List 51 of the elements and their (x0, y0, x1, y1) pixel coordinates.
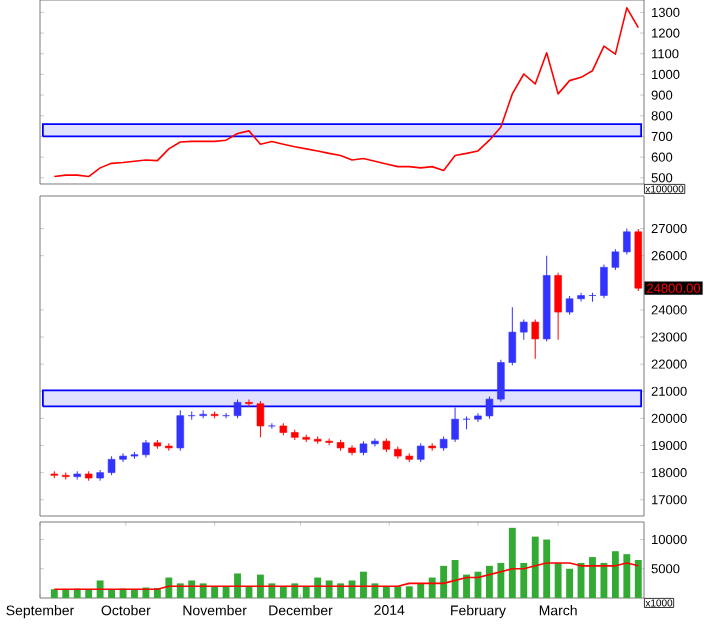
bar (188, 580, 196, 598)
bar (360, 571, 367, 598)
bar (463, 574, 470, 598)
bar (62, 589, 70, 598)
bar (589, 557, 596, 598)
candlestick (176, 409, 185, 452)
candlestick (554, 272, 562, 341)
bar (268, 583, 276, 598)
bar (325, 580, 333, 598)
bar (314, 577, 322, 598)
bar (566, 568, 574, 598)
candlestick (600, 264, 608, 299)
bar (291, 583, 299, 598)
bar (165, 577, 173, 598)
candlestick (611, 248, 620, 271)
candlestick (623, 228, 631, 256)
bar (600, 562, 608, 598)
candlestick (451, 407, 459, 443)
bar (611, 551, 619, 598)
bar (279, 586, 287, 598)
bar (371, 583, 379, 598)
candlestick (416, 442, 425, 463)
bar (485, 565, 493, 598)
bar (405, 586, 413, 598)
bar (543, 539, 551, 598)
bar (520, 562, 528, 598)
bar (497, 562, 505, 598)
candlestick (268, 422, 276, 430)
bar (440, 565, 448, 598)
bar (451, 560, 459, 598)
bar (302, 586, 310, 598)
bar (222, 586, 230, 598)
bar (382, 586, 390, 598)
bar (394, 586, 402, 598)
bar (176, 583, 184, 598)
bar (428, 577, 436, 598)
bar (417, 583, 425, 598)
bar (256, 574, 264, 598)
bar (50, 589, 58, 598)
bar (623, 554, 631, 598)
bar (508, 527, 516, 598)
bar (531, 536, 539, 598)
candlestick (256, 400, 265, 438)
bar (211, 586, 219, 598)
bar (199, 583, 207, 598)
bar (337, 583, 345, 598)
candlestick (520, 318, 528, 341)
bar (554, 562, 562, 598)
bar (234, 573, 241, 598)
candlestick (531, 318, 539, 360)
bar (634, 560, 642, 598)
